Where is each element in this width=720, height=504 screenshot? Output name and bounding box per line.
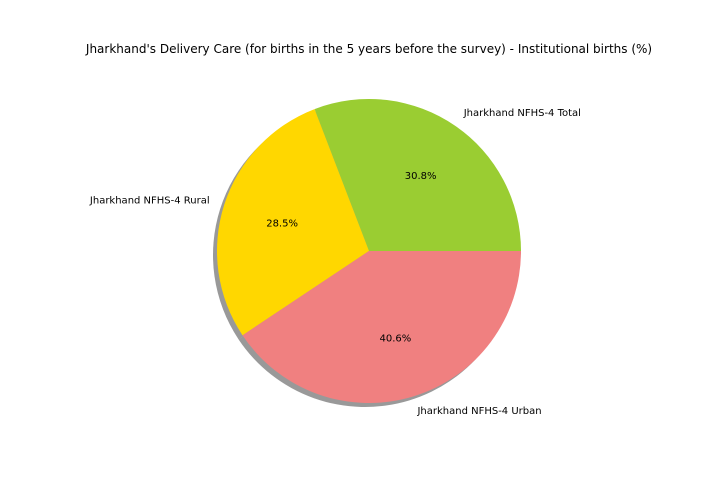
percent-label-jharkhand-nfhs-4-rural: 28.5% — [266, 218, 298, 229]
slice-jharkhand-nfhs-4-total — [314, 99, 521, 251]
pie-slices — [216, 99, 521, 404]
category-label-jharkhand-nfhs-4-urban: Jharkhand NFHS-4 Urban — [416, 406, 541, 417]
slice-jharkhand-nfhs-4-urban — [242, 251, 521, 404]
category-label-jharkhand-nfhs-4-total: Jharkhand NFHS-4 Total — [463, 108, 581, 119]
category-label-jharkhand-nfhs-4-rural: Jharkhand NFHS-4 Rural — [89, 195, 210, 206]
percent-label-jharkhand-nfhs-4-urban: 40.6% — [380, 333, 412, 344]
chart-title: Jharkhand's Delivery Care (for births in… — [85, 42, 652, 56]
pie-labels: Jharkhand NFHS-4 Total 30.8% Jharkhand NFH… — [89, 108, 581, 417]
slice-jharkhand-nfhs-4-rural — [216, 109, 369, 336]
percent-label-jharkhand-nfhs-4-total: 30.8% — [405, 171, 437, 182]
